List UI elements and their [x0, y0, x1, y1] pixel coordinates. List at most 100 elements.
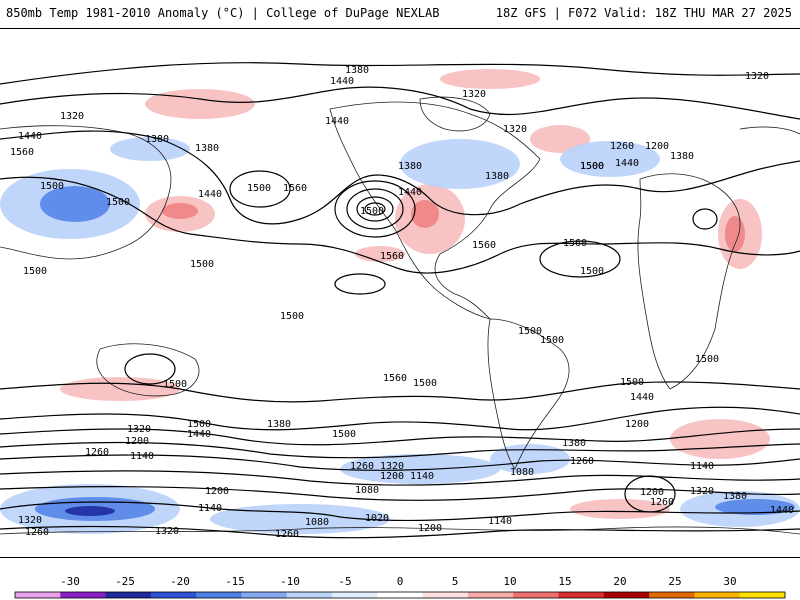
coastlines [0, 96, 800, 535]
low-center [346, 188, 404, 230]
colorbar-segment [332, 592, 378, 598]
header: 850mb Temp 1981-2010 Anomaly (°C) | Coll… [0, 0, 800, 28]
contour-label: 1080 [355, 485, 379, 496]
contour-label: 1320 [462, 89, 486, 100]
contour-label: 1560 [383, 373, 407, 384]
colorbar-segment [150, 592, 197, 598]
contour-label: 1320 [60, 111, 84, 122]
colorbar-segment [286, 592, 333, 598]
contour-label: 1380 [345, 65, 369, 76]
contour-label: 1320 [380, 461, 404, 472]
contour-label: 1260 [610, 141, 634, 152]
contour-label: 1200 [418, 523, 442, 534]
contour-label: 1440 [398, 187, 422, 198]
contour-label: 1140 [488, 516, 512, 527]
model-run-info: 18Z GFS | F072 Valid: 18Z THU MAR 27 202… [495, 6, 792, 20]
contour-label: 1080 [305, 517, 329, 528]
colorbar-tick-label: -20 [170, 575, 190, 588]
warm-anomaly-core [162, 200, 745, 252]
colorbar-segment [377, 592, 424, 598]
contour-label: 1380 [562, 438, 586, 449]
contour-label: 1200 [640, 487, 664, 498]
contour-label: 1500 [360, 206, 384, 217]
contour-label: 1560 [563, 238, 587, 249]
europe-africa-outline [637, 173, 741, 390]
contour-label: 1500 [332, 429, 356, 440]
colorbar-tick-label: -30 [60, 575, 80, 588]
contour-label: 1320 [155, 526, 179, 537]
contour-label: 1440 [615, 158, 639, 169]
warm-core [725, 216, 745, 252]
colorbar-tick-label: 30 [723, 575, 737, 588]
colorbar-segment [649, 592, 695, 598]
contour-label: 1440 [187, 429, 211, 440]
low-center [334, 180, 416, 238]
contour-label: 1260 [275, 529, 299, 540]
contour-label: 1500 [40, 181, 64, 192]
contour-label: 1500 [187, 419, 211, 430]
contour-label: 1440 [630, 392, 654, 403]
colorbar-segment [105, 592, 152, 598]
contour-label: 1500 [280, 311, 304, 322]
colorbar-segment [513, 592, 560, 598]
contour-label: 1500 [23, 266, 47, 277]
contour-label: 1200 [625, 419, 649, 430]
contour-label: 1500 [540, 335, 564, 346]
colorbar-outline [14, 591, 786, 599]
contour-label: 1560 [472, 240, 496, 251]
contour-label: 1260 [25, 527, 49, 538]
world-map: 1380 1440 1320 1320 1440 1380 1320 1260 … [0, 28, 800, 558]
cold-blob [560, 141, 660, 177]
colorbar-tick-label: 20 [613, 575, 627, 588]
contour-label: 1140 [198, 503, 222, 514]
cold-blob [400, 139, 520, 189]
colorbar-segment [60, 592, 107, 598]
contour-label: 1560 [10, 147, 34, 158]
colorbar-segment [467, 592, 514, 598]
map-title: 850mb Temp 1981-2010 Anomaly (°C) | Coll… [6, 6, 440, 20]
contour-label: 1020 [365, 513, 389, 524]
warm-core [411, 200, 439, 228]
north-america-outline [329, 101, 541, 320]
contour-label: 1380 [267, 419, 291, 430]
low-center [356, 196, 394, 222]
colorbar-segments [14, 591, 786, 599]
contour-label: 1500 [163, 379, 187, 390]
colorbar-segment [196, 592, 242, 598]
warm-blob [530, 125, 590, 153]
colorbar-segment [422, 592, 469, 598]
contour-label: 1260 [350, 461, 374, 472]
warm-blob [670, 419, 770, 459]
contour-label: 1440 [330, 76, 354, 87]
high-cell [624, 475, 676, 513]
contour-label: 1200 [380, 471, 404, 482]
contour-label: 1380 [485, 171, 509, 182]
warm-core [162, 203, 198, 219]
colorbar-tick-label: 10 [503, 575, 517, 588]
colorbar-segment [241, 592, 288, 598]
contour-label: 1500 [695, 354, 719, 365]
contour-label: 1380 [670, 151, 694, 162]
asia-outline [0, 125, 172, 260]
cold-core [40, 186, 110, 222]
contour-label: 1500 [620, 377, 644, 388]
contour-label: 1500 [247, 183, 271, 194]
colorbar-tick-label: 25 [668, 575, 682, 588]
contour-label: 1140 [690, 461, 714, 472]
colorbar-segment [15, 592, 61, 598]
contour-label: 1560 [380, 251, 404, 262]
contour-label: 1260 [650, 497, 674, 508]
contour-label: 1260 [85, 447, 109, 458]
antarctica-outline [0, 526, 800, 535]
colorbar-segment [739, 592, 786, 598]
cold-blob [340, 454, 500, 484]
contour-label: 1560 [283, 183, 307, 194]
high-cell [692, 208, 718, 230]
contour-label: 1440 [325, 116, 349, 127]
colorbar-tick-label: 5 [451, 575, 459, 588]
contour-label: 1500 [518, 326, 542, 337]
contour-labels: 1380 1440 1320 1320 1440 1380 1320 1260 … [10, 65, 794, 540]
high-cell [124, 353, 176, 385]
colorbar-tick-label: -5 [338, 575, 352, 588]
contour-label: 1080 [510, 467, 534, 478]
